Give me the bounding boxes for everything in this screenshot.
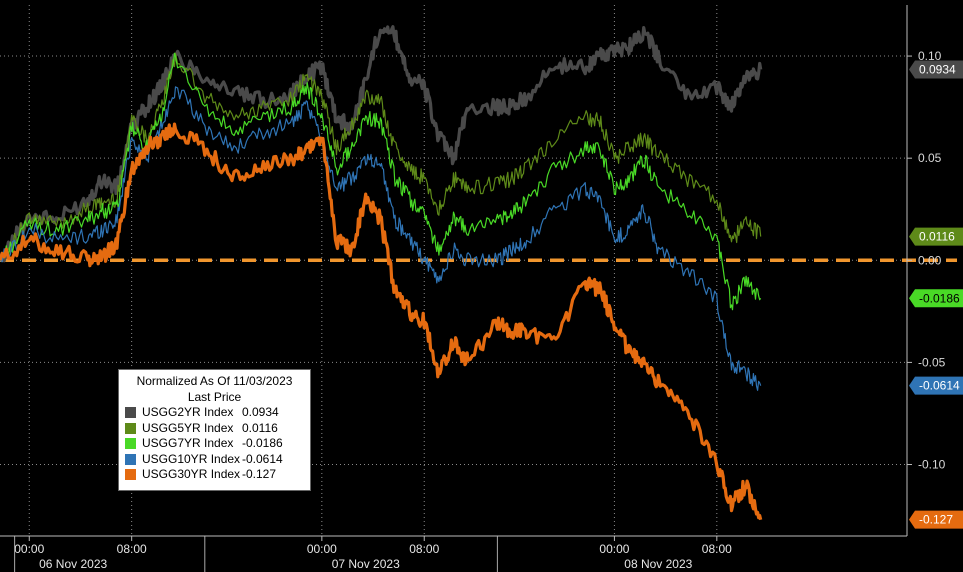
legend-swatch <box>125 438 136 450</box>
legend-item-usgg7yr: USGG7YR Index -0.0186 <box>125 436 304 452</box>
chart-legend: Normalized As Of 11/03/2023 Last Price U… <box>118 369 311 491</box>
x-tick-label: 08:00 <box>409 542 439 556</box>
x-tick-label: 00:00 <box>307 542 337 556</box>
x-tick-label: 00:00 <box>599 542 629 556</box>
last-value-tag-text: -0.127 <box>919 513 953 527</box>
series-line-usgg30yr-index <box>0 122 763 521</box>
last-value-tag-text: 0.0116 <box>919 230 955 244</box>
last-value-tag-bg <box>909 510 963 529</box>
legend-item-value: 0.0934 <box>242 405 279 419</box>
legend-item-value: -0.0186 <box>242 436 283 450</box>
legend-item-value: -0.0614 <box>242 451 283 466</box>
last-value-labels: 0.0934 0.0116 -0.0186 -0.0614 -0.127 <box>909 60 963 529</box>
series-layer <box>0 25 763 521</box>
legend-item-name: USGG7YR Index <box>142 436 234 450</box>
x-day-label: 08 Nov 2023 <box>624 557 692 571</box>
last-value-tag-bg <box>909 289 963 308</box>
last-value-tag: -0.0186 <box>909 289 963 308</box>
y-tick-label: 0.05 <box>918 151 942 165</box>
legend-swatch <box>125 469 136 481</box>
y-tick-label: 0.10 <box>918 49 942 63</box>
last-value-tag-bg <box>909 60 963 79</box>
last-value-tag-text: -0.0614 <box>919 379 960 393</box>
last-value-tag-bg <box>909 227 963 246</box>
x-tick-label: 08:00 <box>702 542 732 556</box>
axis-layer: 0.10 0.05 0.00 -0.05 -0.10 00:00 08:00 00:00 08:… <box>0 5 946 572</box>
legend-item-value: -0.127 <box>242 467 277 481</box>
legend-item-usgg5yr: USGG5YR Index 0.0116 <box>125 421 304 437</box>
y-tick-label: -0.05 <box>918 355 946 369</box>
last-value-tag-text: -0.0186 <box>919 291 960 305</box>
x-tick-label: 00:00 <box>14 542 44 556</box>
legend-title: Normalized As Of 11/03/2023 <box>136 374 293 388</box>
series-line-usgg10yr-index <box>0 86 762 391</box>
legend-item-value: 0.0116 <box>242 420 278 435</box>
legend-item-usgg10yr: USGG10YR Index -0.0614 <box>125 452 304 468</box>
last-value-tag-bg <box>909 376 963 395</box>
legend-item-name: USGG2YR Index <box>142 405 234 419</box>
legend-item-usgg30yr: USGG30YR Index -0.127 <box>125 467 304 483</box>
legend-item-usgg2yr: USGG2YR Index 0.0934 <box>125 405 304 421</box>
series-line-usgg5yr-index <box>0 52 762 261</box>
x-tick-label: 08:00 <box>117 542 147 556</box>
x-day-label: 06 Nov 2023 <box>39 557 107 571</box>
x-day-label: 07 Nov 2023 <box>332 557 400 571</box>
legend-swatch <box>125 407 136 419</box>
legend-subtitle: Last Price <box>187 390 242 404</box>
series-line-usgg7yr-index <box>0 52 762 311</box>
legend-item-name: USGG5YR Index <box>142 420 234 435</box>
legend-item-name: USGG10YR Index <box>142 451 241 466</box>
legend-item-name: USGG30YR Index <box>142 467 241 481</box>
legend-swatch <box>125 453 136 465</box>
legend-swatch <box>125 422 136 434</box>
last-value-tag: 0.0116 <box>909 227 963 246</box>
y-tick-label: 0.00 <box>918 253 942 267</box>
series-line-usgg2yr-index <box>0 25 763 263</box>
last-value-tag-text: 0.0934 <box>919 63 956 77</box>
last-value-tag: -0.0614 <box>909 376 963 395</box>
last-value-tag: 0.0934 <box>909 60 963 79</box>
y-tick-label: -0.10 <box>918 458 946 472</box>
last-value-tag: -0.127 <box>909 510 963 529</box>
